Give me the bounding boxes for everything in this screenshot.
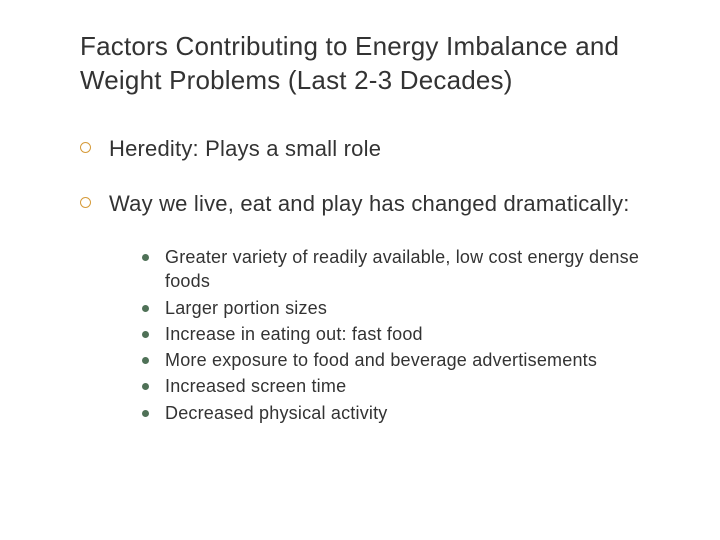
list-item: Increased screen time xyxy=(142,374,660,398)
slide: Factors Contributing to Energy Imbalance… xyxy=(0,0,720,540)
sub-item-text: More exposure to food and beverage adver… xyxy=(165,348,597,372)
main-list: Heredity: Plays a small role Way we live… xyxy=(80,134,660,425)
list-item: Decreased physical activity xyxy=(142,401,660,425)
sub-item-text: Larger portion sizes xyxy=(165,296,327,320)
list-item: Larger portion sizes xyxy=(142,296,660,320)
solid-circle-icon xyxy=(142,357,149,364)
list-item: Heredity: Plays a small role xyxy=(80,134,660,164)
open-circle-icon xyxy=(80,142,91,153)
main-item-text: Heredity: Plays a small role xyxy=(109,134,381,164)
main-item-row: Way we live, eat and play has changed dr… xyxy=(80,189,660,219)
list-item: More exposure to food and beverage adver… xyxy=(142,348,660,372)
list-item: Greater variety of readily available, lo… xyxy=(142,245,660,294)
solid-circle-icon xyxy=(142,305,149,312)
sub-list: Greater variety of readily available, lo… xyxy=(142,245,660,425)
solid-circle-icon xyxy=(142,383,149,390)
list-item: Increase in eating out: fast food xyxy=(142,322,660,346)
sub-item-text: Increase in eating out: fast food xyxy=(165,322,423,346)
list-item: Way we live, eat and play has changed dr… xyxy=(80,189,660,425)
slide-title: Factors Contributing to Energy Imbalance… xyxy=(80,30,660,98)
sub-item-text: Decreased physical activity xyxy=(165,401,388,425)
main-item-text: Way we live, eat and play has changed dr… xyxy=(109,189,630,219)
solid-circle-icon xyxy=(142,254,149,261)
solid-circle-icon xyxy=(142,410,149,417)
sub-item-text: Greater variety of readily available, lo… xyxy=(165,245,660,294)
sub-item-text: Increased screen time xyxy=(165,374,346,398)
solid-circle-icon xyxy=(142,331,149,338)
open-circle-icon xyxy=(80,197,91,208)
